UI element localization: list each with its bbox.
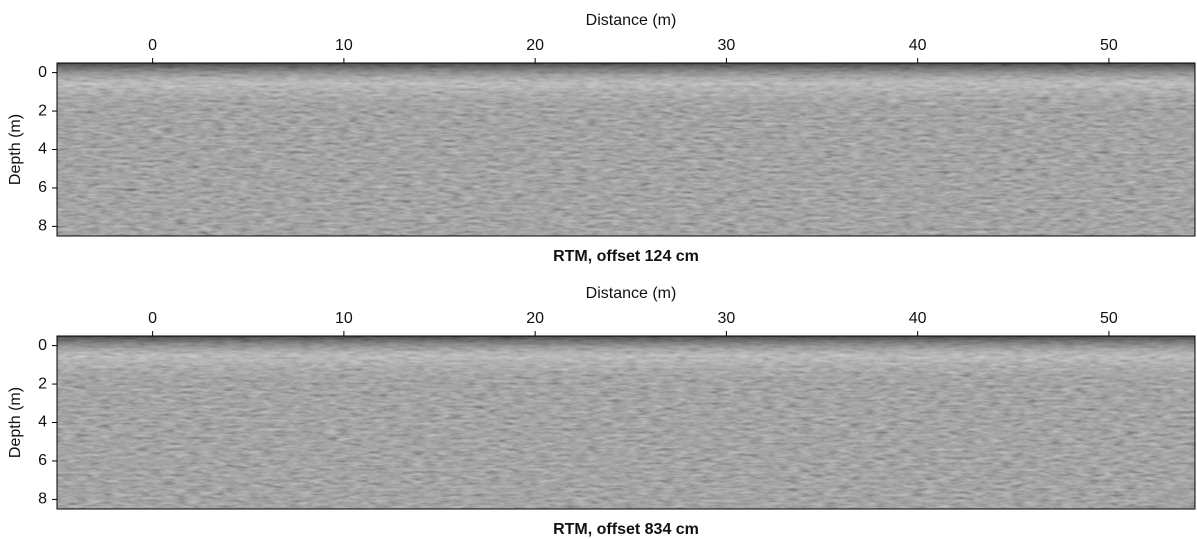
x-tick-label: 50 [1100,310,1118,327]
x-tick-label: 40 [909,37,927,54]
x-tick-label: 0 [148,310,157,327]
y-tick-label: 0 [38,337,47,354]
x-tick-label: 10 [335,310,353,327]
y-tick-label: 6 [38,179,47,196]
image-top-band [57,336,1195,509]
y-tick-label: 6 [38,452,47,469]
x-tick-label: 20 [526,37,544,54]
x-tick-label: 20 [526,310,544,327]
x-tick-label: 30 [718,310,736,327]
y-tick-label: 2 [38,375,47,392]
y-tick-label: 8 [38,491,47,508]
y-tick-label: 8 [38,218,47,235]
y-axis-label: Depth (m) [7,387,24,458]
chart-title: RTM, offset 834 cm [553,521,699,538]
y-tick-label: 4 [38,414,47,431]
x-tick-label: 0 [148,37,157,54]
x-tick-label: 50 [1100,37,1118,54]
x-axis-label: Distance (m) [586,12,677,29]
chart-title: RTM, offset 124 cm [553,248,699,265]
x-tick-label: 40 [909,310,927,327]
image-top-band [57,63,1195,236]
x-tick-label: 10 [335,37,353,54]
y-tick-label: 2 [38,102,47,119]
x-tick-label: 30 [718,37,736,54]
x-axis-label: Distance (m) [586,285,677,302]
y-axis-label: Depth (m) [7,114,24,185]
y-tick-label: 0 [38,64,47,81]
y-tick-label: 4 [38,141,47,158]
